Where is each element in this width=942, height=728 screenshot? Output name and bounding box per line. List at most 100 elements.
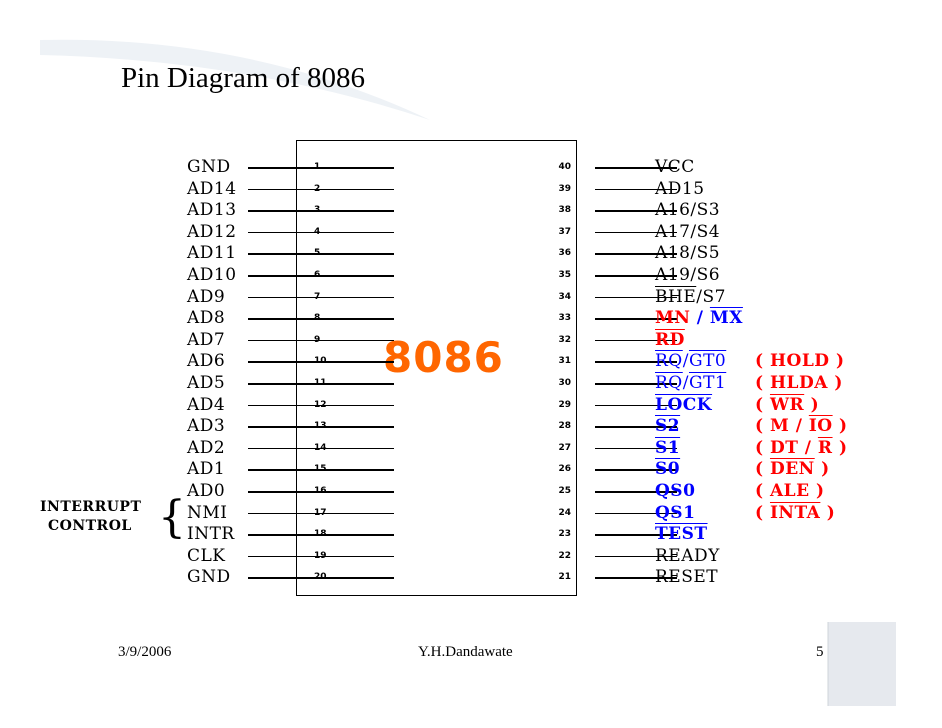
pin-row-1: GND 1 [150, 157, 394, 178]
alternate-signal-part: ( ALE ) [755, 481, 825, 501]
pin-lead-line [248, 426, 394, 428]
pin-lead-line [248, 167, 394, 169]
pin-row-36: A18/S5 36 [545, 243, 925, 264]
pin-lead-line [248, 275, 394, 277]
pin-row-18: INTR 18 [150, 524, 394, 545]
pin-lead-line [595, 253, 677, 255]
pin-signal-name: NMI [187, 502, 228, 523]
pin-lead-line [595, 534, 677, 536]
pin-row-40: VCC 40 [545, 157, 925, 178]
signal-name-part: MN [655, 308, 691, 329]
pin-row-33: MN / MX 33 [545, 308, 925, 329]
pin-number: 10 [314, 356, 327, 367]
pin-row-13: AD3 13 [150, 416, 394, 437]
alternate-signal-part: ( [755, 394, 770, 415]
pin-number: 9 [314, 334, 321, 345]
signal-name-part: RD [655, 329, 685, 350]
pin-signal-name: AD0 [187, 481, 226, 501]
pin-row-6: AD10 6 [150, 265, 394, 286]
alternate-signal-part: ) [832, 437, 848, 458]
signal-name-part: S2 [655, 416, 681, 437]
pin-row-2: AD14 2 [150, 179, 394, 200]
pin-signal-name: READY [655, 545, 720, 566]
pin-lead-line [248, 555, 394, 558]
pin-alternate-signal: ( ALE ) [755, 481, 825, 502]
alternate-signal-part: IO [808, 416, 833, 437]
pin-lead-line [248, 469, 394, 471]
pin-number: 12 [314, 399, 327, 410]
pin-number: 15 [314, 464, 327, 475]
pin-row-22: READY 22 [545, 546, 925, 567]
pin-lead-line [595, 469, 677, 471]
pin-lead-line [248, 512, 394, 515]
pin-signal-name: AD2 [187, 437, 226, 458]
pin-row-31: RQ/GT0 ( HOLD ) 31 [545, 351, 925, 372]
pin-row-27: S1 ( DT / R ) 27 [545, 438, 925, 459]
pin-lead-line [248, 296, 394, 299]
pin-lead-line [595, 577, 677, 579]
pin-lead-line [248, 253, 394, 255]
pin-alternate-signal: ( M / IO ) [755, 416, 848, 437]
pin-alternate-signal: ( WR ) [755, 395, 819, 416]
pin-row-5: AD11 5 [150, 243, 394, 264]
pin-number: 26 [558, 464, 571, 475]
pin-signal-name: INTR [187, 524, 235, 545]
pin-signal-name: AD13 [187, 200, 237, 221]
pin-row-38: A16/S3 38 [545, 200, 925, 221]
pin-signal-name: AD12 [187, 221, 237, 242]
pin-lead-line [248, 339, 394, 342]
pin-signal-name: AD11 [187, 243, 237, 264]
pin-lead-line [248, 383, 394, 385]
pin-signal-name: S2 [655, 416, 680, 437]
signal-name-part: S0 [655, 459, 681, 480]
alternate-signal-part: ) [814, 459, 830, 480]
pin-number: 6 [314, 270, 321, 280]
pin-lead-line [248, 491, 394, 493]
pin-number: 11 [314, 378, 327, 388]
pin-signal-name: LOCK [655, 395, 712, 416]
signal-name-part: BHE [655, 286, 697, 307]
pin-number: 19 [314, 550, 327, 561]
signal-name-part: QS1 [655, 502, 696, 523]
pin-number: 29 [558, 399, 571, 410]
interrupt-label-line2: CONTROL [48, 518, 132, 534]
pin-lead-line [595, 512, 677, 515]
pin-row-29: LOCK ( WR ) 29 [545, 395, 925, 416]
pin-row-37: A17/S4 37 [545, 222, 925, 243]
pin-signal-name: S1 [655, 438, 680, 459]
pin-row-16: AD0 16 [150, 481, 394, 502]
pin-number: 2 [314, 183, 321, 194]
interrupt-label-line1: INTERRUPT [40, 499, 142, 515]
alternate-signal-part: ) [820, 502, 836, 523]
pin-lead-line [595, 339, 677, 342]
pin-signal-name: VCC [655, 157, 695, 177]
slide-title: Pin Diagram of 8086 [121, 62, 366, 94]
footer-date: 3/9/2006 [118, 644, 172, 660]
pin-signal-name: AD8 [187, 308, 226, 329]
signal-name-part: /S7 [696, 286, 726, 307]
pin-number: 25 [558, 486, 571, 496]
pin-signal-name: RD [655, 330, 685, 351]
pin-row-14: AD2 14 [150, 437, 394, 459]
pin-number: 4 [314, 226, 321, 237]
pin-row-28: S2 ( M / IO ) 28 [545, 416, 925, 437]
pin-signal-name: A19/S6 [655, 265, 721, 285]
ic-chip-body [296, 140, 577, 596]
pin-lead-line [248, 534, 394, 536]
pin-lead-line [595, 210, 677, 212]
pin-number: 33 [558, 313, 571, 324]
interrupt-brace-icon: { [158, 492, 186, 543]
pin-signal-name: AD1 [187, 459, 226, 480]
pin-number: 38 [558, 205, 571, 216]
pin-number: 14 [314, 442, 327, 453]
pin-row-12: AD4 12 [150, 395, 394, 416]
signal-name-part: / [690, 308, 710, 329]
pin-row-30: RQ/GT1 ( HLDA ) 30 [545, 373, 925, 394]
pin-number: 22 [558, 550, 571, 561]
signal-name-part: RQ [655, 373, 683, 393]
pin-lead-line [595, 404, 677, 407]
alternate-signal-part: ( [755, 502, 770, 523]
pin-number: 30 [558, 378, 571, 388]
pin-number: 18 [314, 529, 327, 540]
pin-signal-name: BHE/S7 [655, 287, 726, 308]
